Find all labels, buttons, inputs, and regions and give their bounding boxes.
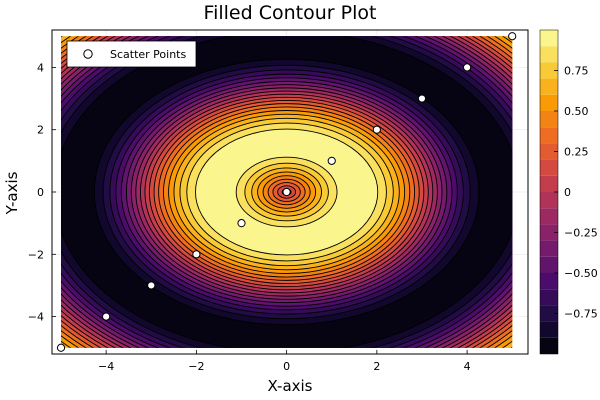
- y-tick-label: 4: [37, 61, 44, 74]
- colorbar-band: [540, 337, 558, 354]
- colorbar-band: [540, 46, 558, 63]
- x-axis-ticks: −4 −2 0 2 4: [98, 350, 471, 373]
- chart-title: Filled Contour Plot: [204, 2, 377, 24]
- x-tick-label: 4: [464, 360, 471, 373]
- colorbar-band: [540, 62, 558, 79]
- colorbar-band: [540, 224, 558, 241]
- colorbar-band: [540, 78, 558, 95]
- x-tick-label: 2: [373, 360, 380, 373]
- colorbar: −0.75 −0.50 −0.25 0 0.25 0.50 0.75: [539, 29, 598, 355]
- legend-label: Scatter Points: [110, 48, 186, 61]
- colorbar-band: [540, 159, 558, 176]
- colorbar-band: [540, 208, 558, 225]
- colorbar-band: [540, 273, 558, 290]
- colorbar-band: [540, 175, 558, 192]
- y-axis-label: Y-axis: [3, 171, 21, 215]
- x-tick-label: −2: [188, 360, 204, 373]
- colorbar-band: [540, 305, 558, 322]
- scatter-point: [282, 187, 291, 197]
- colorbar-band: [540, 192, 558, 209]
- legend-marker: [83, 49, 93, 59]
- colorbar-tick-label: −0.25: [564, 227, 598, 240]
- scatter-point: [508, 32, 517, 41]
- scatter-series: [56, 32, 517, 352]
- scatter-point: [462, 63, 472, 72]
- y-tick-label: −4: [28, 311, 44, 324]
- colorbar-tick-label: 0.75: [564, 65, 589, 78]
- colorbar-band: [540, 256, 558, 273]
- y-axis-ticks: −4 −2 0 2 4: [28, 61, 56, 324]
- colorbar-band: [540, 143, 558, 160]
- colorbar-band: [540, 30, 558, 47]
- scatter-point: [102, 312, 111, 321]
- colorbar-tick-label: 0.25: [564, 146, 589, 159]
- y-tick-label: 2: [37, 124, 44, 137]
- scatter-point: [192, 250, 201, 259]
- scatter-point: [327, 156, 336, 165]
- colorbar-band: [540, 321, 558, 338]
- colorbar-tick-label: 0.50: [564, 105, 589, 118]
- scatter-point: [56, 343, 66, 352]
- scatter-point: [147, 281, 156, 290]
- y-tick-label: −2: [28, 248, 44, 261]
- colorbar-band: [540, 94, 558, 111]
- colorbar-band: [540, 289, 558, 306]
- scatter-point: [372, 125, 381, 134]
- x-tick-label: −4: [98, 360, 114, 373]
- colorbar-tick-label: −0.50: [564, 267, 598, 280]
- colorbar-band: [540, 240, 558, 257]
- scatter-point: [237, 219, 246, 228]
- legend: Scatter Points: [66, 40, 197, 68]
- x-tick-label: 0: [283, 360, 290, 373]
- y-tick-label: 0: [37, 186, 44, 199]
- x-axis-label: X-axis: [268, 377, 313, 395]
- colorbar-tick-label: −0.75: [564, 308, 598, 321]
- colorbar-band: [540, 111, 558, 128]
- colorbar-tick-label: 0: [564, 186, 571, 199]
- scatter-point: [417, 94, 427, 103]
- colorbar-band: [540, 127, 558, 144]
